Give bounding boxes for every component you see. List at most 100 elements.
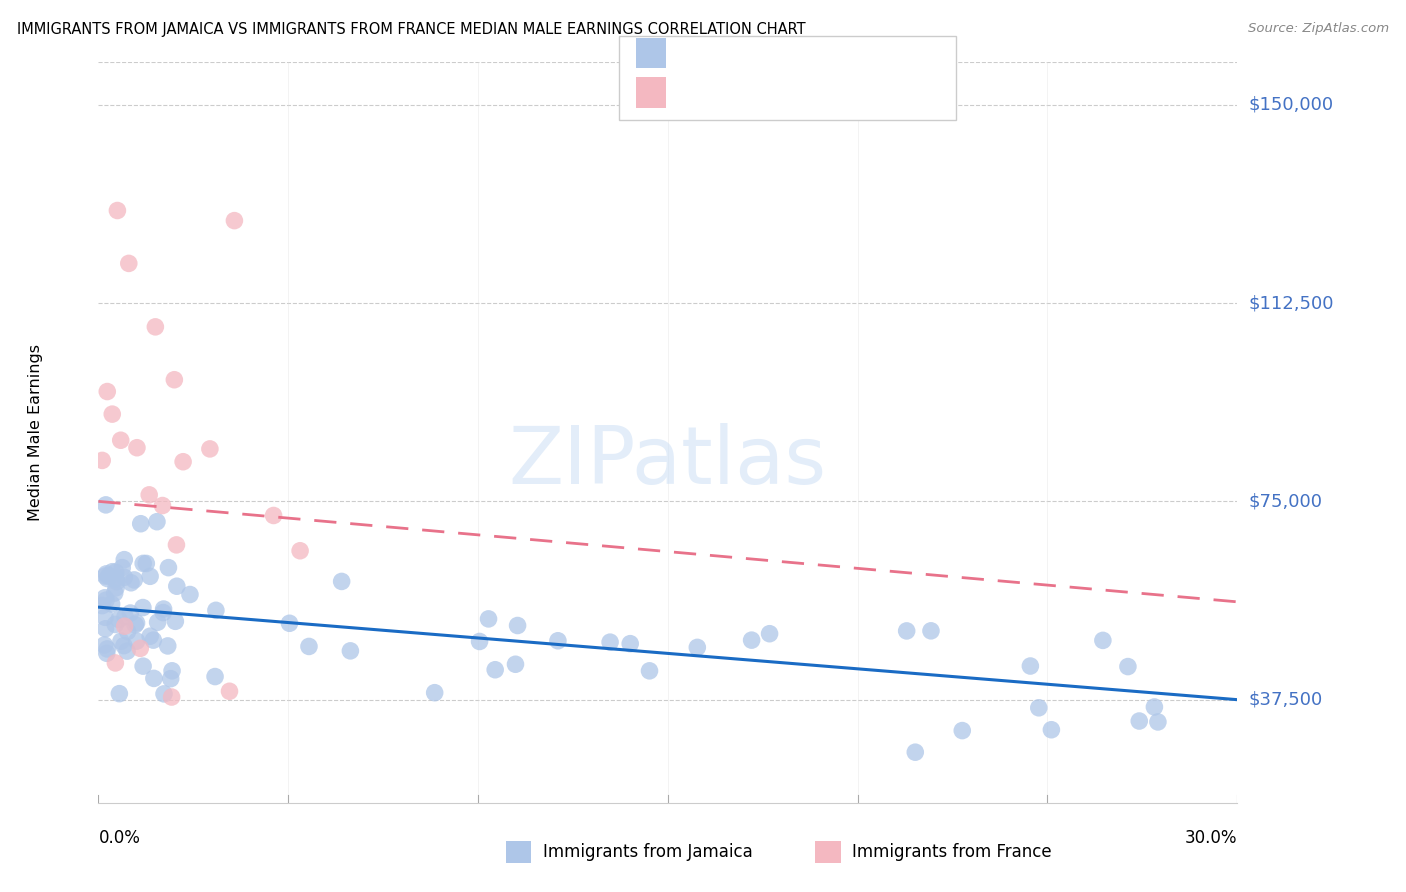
- Point: [686, 640, 709, 655]
- Point: [129, 516, 152, 531]
- Point: [204, 669, 226, 683]
- Point: [112, 552, 135, 566]
- Point: [104, 565, 127, 579]
- Point: [157, 560, 180, 574]
- Point: [114, 609, 136, 624]
- Point: [477, 612, 499, 626]
- Point: [146, 615, 169, 630]
- Point: [112, 639, 135, 653]
- Text: $112,500: $112,500: [1249, 294, 1334, 312]
- Point: [218, 684, 240, 698]
- Point: [166, 579, 188, 593]
- Text: Immigrants from Jamaica: Immigrants from Jamaica: [543, 843, 752, 862]
- Point: [599, 635, 621, 649]
- Point: [94, 622, 117, 636]
- Text: $150,000: $150,000: [1249, 95, 1333, 114]
- Point: [896, 624, 918, 638]
- Text: IMMIGRANTS FROM JAMAICA VS IMMIGRANTS FROM FRANCE MEDIAN MALE EARNINGS CORRELATI: IMMIGRANTS FROM JAMAICA VS IMMIGRANTS FR…: [17, 22, 806, 37]
- Point: [129, 641, 152, 656]
- Point: [105, 581, 128, 595]
- Point: [1091, 633, 1114, 648]
- Point: [118, 256, 141, 270]
- Point: [105, 574, 128, 589]
- Point: [165, 538, 187, 552]
- Text: $75,000: $75,000: [1249, 492, 1323, 510]
- Point: [1028, 700, 1050, 714]
- Point: [125, 615, 148, 630]
- Point: [1040, 723, 1063, 737]
- Point: [505, 657, 527, 672]
- Point: [160, 690, 183, 704]
- Point: [125, 634, 148, 648]
- Point: [125, 441, 148, 455]
- Point: [263, 508, 285, 523]
- Point: [638, 664, 661, 678]
- Point: [506, 618, 529, 632]
- Point: [135, 557, 157, 571]
- Point: [96, 566, 118, 581]
- Point: [758, 626, 780, 640]
- Text: $37,500: $37,500: [1249, 690, 1323, 708]
- Point: [1128, 714, 1150, 728]
- Point: [112, 570, 135, 584]
- Point: [339, 644, 361, 658]
- Point: [93, 638, 115, 652]
- Point: [94, 569, 117, 583]
- Text: 0.0%: 0.0%: [98, 830, 141, 847]
- Point: [224, 213, 246, 227]
- Point: [114, 619, 136, 633]
- Point: [179, 587, 201, 601]
- Point: [619, 637, 641, 651]
- Text: ZIPatlas: ZIPatlas: [509, 423, 827, 501]
- Point: [423, 686, 446, 700]
- Point: [94, 591, 117, 605]
- Text: Median Male Earnings: Median Male Earnings: [28, 344, 44, 521]
- Point: [920, 624, 942, 638]
- Point: [142, 672, 165, 686]
- Text: Immigrants from France: Immigrants from France: [852, 843, 1052, 862]
- Point: [132, 557, 155, 571]
- Point: [94, 498, 117, 512]
- Text: Source: ZipAtlas.com: Source: ZipAtlas.com: [1249, 22, 1389, 36]
- Point: [115, 644, 138, 658]
- Point: [117, 624, 139, 639]
- Point: [146, 515, 169, 529]
- Point: [298, 640, 321, 654]
- Point: [104, 617, 127, 632]
- Point: [1143, 700, 1166, 714]
- Point: [94, 610, 117, 624]
- Point: [142, 633, 165, 648]
- Point: [101, 565, 124, 579]
- Text: 30.0%: 30.0%: [1185, 830, 1237, 847]
- Point: [741, 633, 763, 648]
- Point: [468, 634, 491, 648]
- Point: [145, 319, 167, 334]
- Point: [205, 603, 228, 617]
- Point: [108, 687, 131, 701]
- Point: [107, 203, 129, 218]
- Point: [104, 586, 127, 600]
- Point: [904, 745, 927, 759]
- Point: [96, 572, 118, 586]
- Point: [138, 488, 160, 502]
- Point: [160, 664, 183, 678]
- Point: [547, 633, 569, 648]
- Point: [159, 672, 181, 686]
- Point: [139, 569, 162, 583]
- Point: [1019, 659, 1042, 673]
- Point: [111, 560, 134, 574]
- Point: [198, 442, 221, 456]
- Point: [132, 600, 155, 615]
- Point: [124, 573, 146, 587]
- Point: [124, 617, 146, 632]
- Point: [110, 434, 132, 448]
- Text: R = -0.407   N = 89: R = -0.407 N = 89: [683, 44, 846, 62]
- Point: [278, 616, 301, 631]
- Point: [163, 373, 186, 387]
- Text: R = -0.206   N = 22: R = -0.206 N = 22: [683, 84, 846, 102]
- Point: [152, 602, 174, 616]
- Point: [950, 723, 973, 738]
- Point: [120, 606, 142, 620]
- Point: [172, 455, 194, 469]
- Point: [1147, 714, 1170, 729]
